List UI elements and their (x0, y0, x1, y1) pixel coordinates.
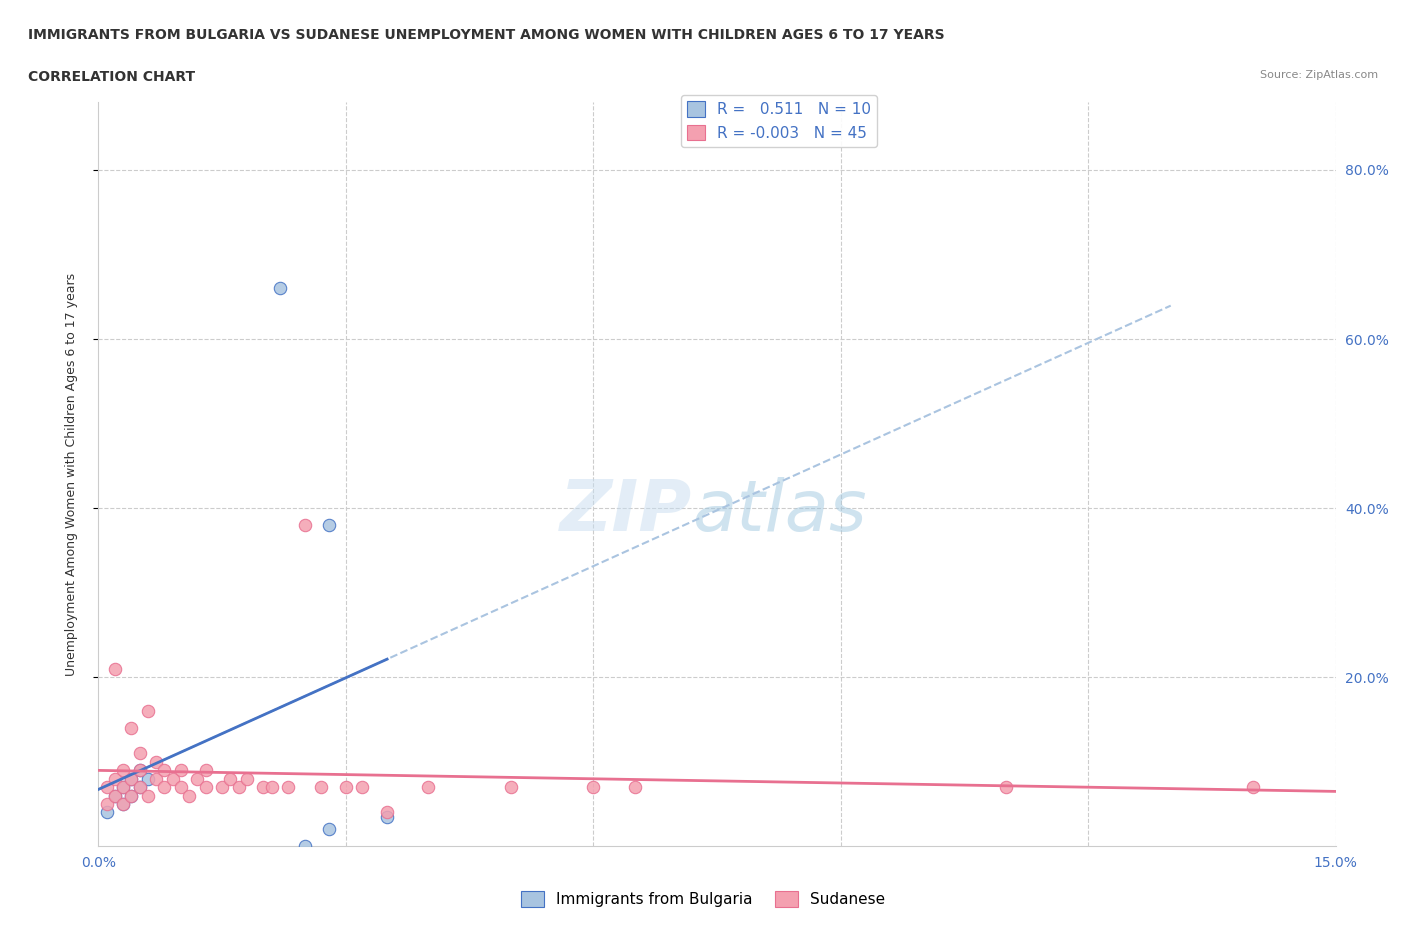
Point (128, 779, 150, 794)
Point (277, 779, 299, 794)
Point (120, 721, 142, 736)
Point (294, 518, 316, 533)
Point (236, 771, 259, 786)
Point (1241, 779, 1264, 794)
Point (994, 779, 1017, 794)
Point (219, 771, 242, 786)
Point (211, 779, 233, 794)
Point (128, 763, 150, 777)
Point (104, 661, 127, 676)
Point (120, 788, 142, 803)
Point (162, 771, 184, 786)
Point (318, 518, 340, 533)
Point (335, 779, 357, 794)
Point (136, 771, 159, 786)
Point (112, 797, 135, 812)
Point (153, 779, 176, 794)
Point (128, 779, 150, 794)
Point (153, 763, 176, 777)
Point (112, 779, 135, 794)
Point (136, 704, 159, 719)
Point (145, 754, 167, 769)
Point (228, 779, 250, 794)
Point (96, 779, 118, 794)
Text: atlas: atlas (692, 477, 868, 546)
Point (170, 763, 193, 777)
Point (145, 771, 167, 786)
Point (136, 788, 159, 803)
Text: IMMIGRANTS FROM BULGARIA VS SUDANESE UNEMPLOYMENT AMONG WOMEN WITH CHILDREN AGES: IMMIGRANTS FROM BULGARIA VS SUDANESE UNE… (28, 28, 945, 42)
Point (186, 771, 208, 786)
Point (582, 779, 605, 794)
Point (179, 788, 201, 803)
Point (352, 779, 374, 794)
Point (375, 805, 398, 820)
Point (499, 779, 522, 794)
Text: CORRELATION CHART: CORRELATION CHART (28, 70, 195, 84)
Point (375, 809, 398, 824)
Point (418, 779, 440, 794)
Point (128, 746, 150, 761)
Legend: Immigrants from Bulgaria, Sudanese: Immigrants from Bulgaria, Sudanese (515, 884, 891, 913)
Point (120, 771, 142, 786)
Point (318, 822, 340, 837)
Point (194, 779, 217, 794)
Text: Source: ZipAtlas.com: Source: ZipAtlas.com (1260, 70, 1378, 80)
Point (309, 779, 332, 794)
Point (96, 797, 118, 812)
Point (104, 771, 127, 786)
Point (269, 281, 291, 296)
Point (623, 779, 645, 794)
Point (112, 797, 135, 812)
Point (96, 805, 118, 820)
Legend: R =   0.511   N = 10, R = -0.003   N = 45: R = 0.511 N = 10, R = -0.003 N = 45 (681, 95, 877, 147)
Point (112, 763, 135, 777)
Point (252, 779, 274, 794)
Point (194, 763, 217, 777)
Point (120, 788, 142, 803)
Point (104, 788, 127, 803)
Point (170, 779, 193, 794)
Text: ZIP: ZIP (560, 477, 692, 546)
Point (128, 763, 150, 777)
Point (112, 779, 135, 794)
Point (260, 779, 283, 794)
Point (294, 839, 316, 854)
Point (120, 771, 142, 786)
Y-axis label: Unemployment Among Women with Children Ages 6 to 17 years: Unemployment Among Women with Children A… (65, 272, 77, 676)
Point (104, 788, 127, 803)
